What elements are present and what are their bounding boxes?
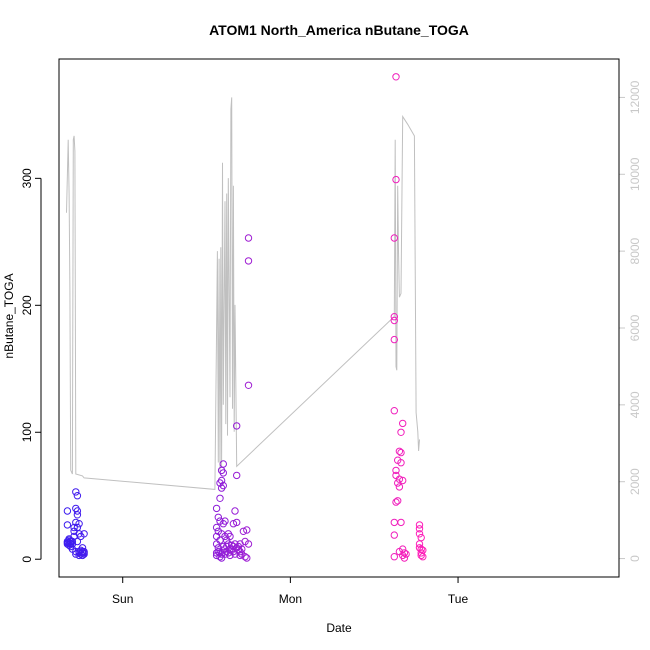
y2-tick-label-6: 12000 [628, 80, 642, 114]
secondary-series-line [66, 97, 420, 490]
chart-title: ATOM1 North_America nButane_TOGA [209, 22, 469, 38]
data-point-27 [73, 537, 82, 546]
data-point-89 [231, 507, 239, 515]
data-point-53 [214, 544, 223, 552]
data-point-67 [219, 469, 228, 477]
data-point-114 [390, 234, 398, 242]
data-point-144 [415, 525, 424, 533]
data-point-43 [80, 549, 88, 557]
data-point-17 [70, 523, 78, 532]
data-point-110 [244, 381, 253, 389]
data-point-19 [72, 488, 80, 496]
x-axis-label: Date [326, 621, 352, 635]
data-point-124 [392, 498, 400, 506]
data-point-45 [212, 504, 221, 513]
data-point-101 [238, 545, 246, 553]
data-point-120 [390, 531, 398, 539]
data-point-25 [73, 492, 82, 500]
y2-tick-label-1: 2000 [628, 468, 642, 495]
data-point-112 [392, 73, 400, 81]
data-point-134 [397, 459, 405, 467]
y2-tick-label-5: 10000 [628, 157, 642, 191]
data-point-10 [63, 521, 72, 529]
points-layer [63, 73, 427, 562]
data-point-42 [80, 530, 88, 538]
data-point-151 [417, 551, 425, 560]
data-point-137 [399, 476, 407, 485]
data-point-61 [217, 476, 226, 485]
data-point-132 [397, 428, 405, 436]
data-point-127 [394, 497, 402, 505]
data-point-107 [243, 554, 251, 562]
data-point-118 [390, 407, 398, 415]
data-point-31 [75, 520, 83, 528]
data-point-133 [397, 448, 405, 457]
data-point-128 [395, 447, 404, 455]
data-point-59 [216, 549, 224, 557]
data-point-117 [390, 335, 398, 344]
data-point-135 [397, 518, 405, 527]
data-point-115 [390, 313, 398, 321]
data-point-148 [417, 533, 425, 542]
data-point-6 [65, 539, 73, 547]
data-point-106 [243, 526, 251, 534]
data-point-20 [72, 518, 80, 527]
data-point-141 [400, 554, 409, 562]
secondary-line-layer [66, 97, 420, 490]
data-point-103 [239, 527, 248, 535]
data-point-12 [68, 537, 77, 546]
y2-tick-label-4: 8000 [628, 237, 642, 264]
data-point-113 [392, 175, 400, 184]
data-point-57 [216, 494, 224, 502]
data-point-86 [229, 520, 238, 528]
plot-frame [58, 58, 620, 578]
data-point-92 [233, 422, 241, 430]
y-axis-label: nButane_TOGA [2, 273, 16, 358]
data-point-130 [395, 483, 404, 491]
data-point-145 [415, 530, 424, 538]
data-point-136 [399, 419, 407, 428]
data-point-24 [73, 511, 82, 519]
y-tick-label-2: 200 [20, 295, 34, 315]
data-point-111 [244, 540, 253, 548]
data-point-66 [219, 460, 228, 468]
x-tick-label-1: Mon [279, 592, 302, 606]
data-point-46 [212, 523, 221, 532]
data-point-105 [241, 553, 249, 561]
x-tick-label-0: Sun [112, 592, 133, 606]
data-point-140 [400, 549, 409, 557]
data-point-121 [390, 553, 398, 561]
data-point-83 [226, 532, 234, 541]
y2-tick-label-2: 4000 [628, 391, 642, 418]
data-point-129 [395, 475, 404, 483]
y-tick-label-0: 0 [20, 556, 34, 563]
y-tick-label-1: 100 [20, 422, 34, 442]
data-point-142 [402, 550, 410, 558]
data-point-68 [219, 481, 228, 490]
data-point-71 [221, 517, 229, 525]
data-point-23 [73, 507, 82, 515]
data-point-153 [419, 553, 427, 561]
y-tick-label-3: 300 [20, 168, 34, 188]
data-point-116 [390, 316, 398, 325]
y2-tick-label-0: 0 [628, 555, 642, 562]
data-point-143 [415, 521, 424, 529]
y2-tick-label-3: 6000 [628, 314, 642, 341]
data-point-109 [244, 257, 253, 265]
data-point-122 [392, 466, 400, 475]
data-point-11 [63, 507, 72, 515]
data-point-93 [233, 471, 241, 480]
x-tick-label-2: Tue [448, 592, 469, 606]
data-point-108 [244, 234, 253, 242]
data-point-94 [233, 518, 241, 527]
data-point-50 [214, 513, 223, 521]
